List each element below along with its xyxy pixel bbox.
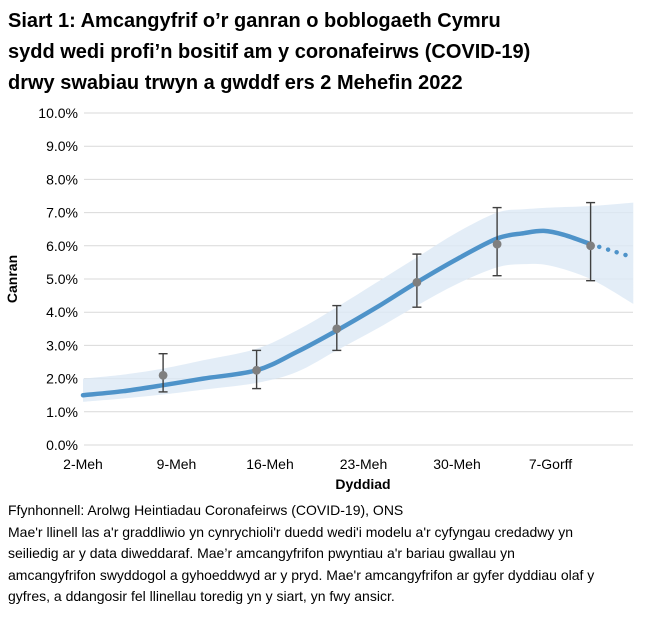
y-tick-label: 3.0% bbox=[46, 337, 78, 353]
chart-title: Siart 1: Amcangyfrif o’r ganran o boblog… bbox=[8, 10, 531, 94]
error-bars-group bbox=[158, 201, 596, 393]
y-tick-label: 8.0% bbox=[46, 171, 78, 187]
gridlines bbox=[84, 112, 633, 446]
y-axis-labels: 0.0% 1.0% 2.0% 3.0% 4.0% 5.0% 6.0% 7.0% 8.0% 9.0%… bbox=[38, 105, 78, 453]
y-tick-label: 6.0% bbox=[46, 238, 78, 254]
y-tick-label: 5.0% bbox=[46, 271, 78, 287]
y-tick-label: 10.0% bbox=[38, 105, 78, 121]
data-point bbox=[492, 239, 502, 249]
x-tick-label: 30-Meh bbox=[433, 456, 480, 472]
x-axis-labels: 2-Meh 9-Meh 16-Meh 23-Meh 30-Meh 7-Gorff bbox=[63, 456, 572, 472]
confidence-band-group bbox=[83, 202, 634, 402]
data-point bbox=[412, 277, 422, 287]
note-text: Mae'r llinell las a'r graddliwio yn cynr… bbox=[8, 523, 595, 605]
chart-footnote: Ffynhonnell: Arolwg Heintiadau Coronafei… bbox=[0, 495, 659, 608]
x-tick-label: 23-Meh bbox=[340, 456, 387, 472]
data-point bbox=[332, 324, 342, 334]
data-point bbox=[252, 365, 261, 375]
y-tick-label: 9.0% bbox=[46, 138, 78, 154]
trend-line bbox=[80, 228, 593, 398]
data-point bbox=[586, 241, 595, 251]
y-tick-label: 7.0% bbox=[46, 205, 78, 221]
data-points-group bbox=[158, 239, 595, 380]
confidence-band bbox=[83, 202, 634, 402]
trend-line-group bbox=[80, 228, 636, 398]
source-line: Ffynhonnell: Arolwg Heintiadau Coronafei… bbox=[8, 502, 404, 518]
x-tick-label: 9-Meh bbox=[157, 456, 197, 472]
y-tick-label: 2.0% bbox=[46, 371, 78, 387]
y-tick-label: 4.0% bbox=[46, 304, 78, 320]
y-axis-title: Canran bbox=[4, 255, 20, 303]
chart-plot: 0.0% 1.0% 2.0% 3.0% 4.0% 5.0% 6.0% 7.0% 8.0% 9.0%… bbox=[4, 105, 636, 492]
x-tick-label: 7-Gorff bbox=[529, 456, 572, 472]
y-tick-label: 1.0% bbox=[46, 404, 78, 420]
data-point bbox=[158, 370, 168, 380]
y-tick-label: 0.0% bbox=[46, 437, 78, 453]
x-tick-label: 16-Meh bbox=[246, 456, 293, 472]
x-axis-title: Dyddiad bbox=[335, 476, 390, 492]
x-tick-label: 2-Meh bbox=[63, 456, 103, 472]
